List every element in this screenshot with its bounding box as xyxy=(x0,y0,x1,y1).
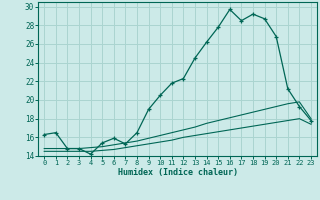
X-axis label: Humidex (Indice chaleur): Humidex (Indice chaleur) xyxy=(118,168,238,177)
